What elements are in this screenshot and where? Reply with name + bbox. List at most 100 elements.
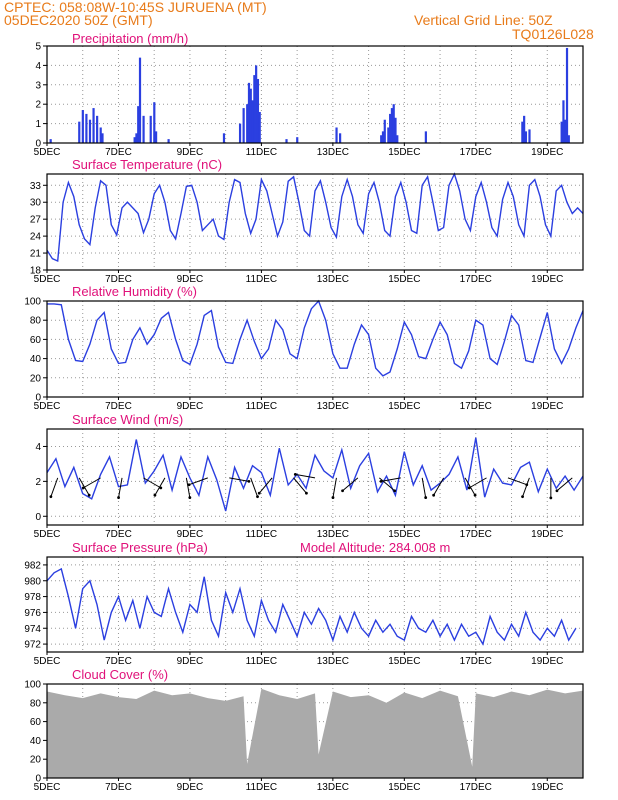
- x-tick-label: 5DEC: [34, 782, 61, 793]
- wind-arrow: [229, 477, 250, 482]
- precip-bar: [285, 139, 288, 143]
- wind-arrow-head: [467, 486, 471, 490]
- x-tick-label: 19DEC: [531, 656, 563, 667]
- precip-bar: [253, 75, 256, 143]
- wind-arrow-head: [549, 496, 553, 500]
- x-tick-label: 15DEC: [388, 656, 420, 667]
- precip-bar: [564, 119, 567, 143]
- wind-arrow-head: [341, 489, 344, 493]
- x-tick-label: 19DEC: [531, 782, 563, 793]
- x-tick-label: 5DEC: [34, 274, 61, 285]
- y-tick-label: 3: [35, 80, 41, 91]
- x-tick-label: 9DEC: [177, 782, 204, 793]
- precip-bar: [255, 65, 258, 143]
- precip-bar: [256, 78, 260, 143]
- x-tick-label: 13DEC: [317, 529, 349, 540]
- wind-arrow: [332, 477, 337, 498]
- precip-bar: [153, 102, 156, 143]
- wind-arrow-head: [153, 493, 157, 497]
- panel-title: Surface Wind (m/s): [72, 412, 183, 427]
- wind-arrow-head: [432, 493, 436, 497]
- wind-arrow-head: [256, 495, 259, 499]
- precip-bar: [565, 47, 569, 143]
- x-tick-label: 15DEC: [388, 401, 420, 412]
- panel-title: Surface Temperature (nC): [72, 157, 222, 172]
- wind-arrow: [118, 477, 123, 498]
- precip-bar: [396, 135, 399, 143]
- x-tick-label: 9DEC: [177, 656, 204, 667]
- y-tick-label: 2: [35, 477, 41, 488]
- wind-arrow-head: [331, 496, 335, 499]
- y-tick-label: 20: [30, 373, 42, 384]
- precip-bar: [138, 57, 142, 143]
- wind-arrow: [185, 477, 191, 498]
- panel-3: Surface Wind (m/s) 0 2 4 5DEC 7DEC 9DEC 11DEC 13…: [34, 412, 584, 540]
- wind-arrow: [295, 473, 316, 479]
- wind-arrow: [50, 477, 59, 497]
- wind-arrow-head: [521, 495, 524, 499]
- y-tick-label: 974: [24, 624, 41, 635]
- precip-bar: [390, 108, 394, 143]
- y-tick-label: 972: [24, 640, 41, 651]
- x-tick-label: 7DEC: [105, 656, 132, 667]
- panels: Precipitation (mm/h) 0 1 2 3 4 5 5DEC 7DEC 9DEC 11…: [24, 31, 584, 793]
- panel-frame: [46, 683, 584, 779]
- wind-arrow-head: [293, 472, 297, 476]
- precip-bar: [135, 133, 138, 143]
- y-tick-label: 2: [35, 100, 41, 111]
- y-tick-label: 20: [30, 755, 42, 766]
- wind-arrow: [556, 477, 573, 492]
- y-tick-label: 24: [30, 232, 42, 243]
- series-line: [46, 437, 584, 512]
- y-tick-label: 60: [30, 335, 42, 346]
- x-tick-label: 15DEC: [388, 782, 420, 793]
- panel-frame: [46, 300, 584, 398]
- precip-bar: [258, 111, 261, 143]
- precip-bar: [562, 100, 565, 143]
- x-tick-label: 13DEC: [317, 147, 349, 158]
- precip-bar: [387, 127, 390, 143]
- wind-arrow: [293, 477, 307, 494]
- precip-bar: [247, 82, 251, 143]
- precip-bar: [296, 137, 299, 143]
- x-tick-label: 11DEC: [246, 656, 278, 667]
- wind-arrow: [421, 477, 427, 498]
- panel-title: Cloud Cover (%): [72, 667, 168, 682]
- wind-arrow-head: [473, 493, 477, 497]
- wind-arrow-head: [117, 496, 120, 499]
- wind-arrow: [507, 477, 527, 486]
- x-tick-label: 11DEC: [246, 529, 278, 540]
- precip-bar: [394, 117, 397, 143]
- y-tick-label: 5: [35, 42, 41, 53]
- precip-bar: [238, 123, 242, 143]
- precip-bar: [149, 115, 152, 143]
- x-tick-label: 9DEC: [177, 529, 204, 540]
- panel-frame: [46, 428, 584, 526]
- wind-arrow: [250, 477, 258, 497]
- wind-arrow-head: [379, 479, 383, 483]
- x-tick-label: 17DEC: [460, 656, 492, 667]
- wind-arrow: [258, 477, 273, 494]
- precip-bar: [154, 131, 158, 143]
- y-tick-label: 4: [35, 61, 41, 72]
- precip-bar: [381, 131, 385, 143]
- precip-bar: [339, 133, 342, 143]
- x-tick-label: 19DEC: [531, 401, 563, 412]
- x-tick-label: 19DEC: [531, 274, 563, 285]
- y-tick-label: 1: [35, 119, 41, 130]
- precip-bar: [92, 108, 95, 143]
- precip-bar: [424, 131, 427, 143]
- wind-arrow-head: [305, 491, 308, 495]
- x-tick-label: 7DEC: [105, 401, 132, 412]
- precip-bar: [246, 104, 249, 143]
- wind-arrow-head: [49, 495, 53, 499]
- header-grid-note: Vertical Grid Line: 50Z: [414, 12, 553, 28]
- x-tick-label: 13DEC: [317, 656, 349, 667]
- panel-annotation: Model Altitude: 284.008 m: [300, 540, 450, 555]
- x-tick-label: 7DEC: [105, 147, 132, 158]
- panel-title: Surface Pressure (hPa): [72, 540, 208, 555]
- y-tick-label: 978: [24, 592, 41, 603]
- y-tick-label: 80: [30, 698, 42, 709]
- panel-0: Precipitation (mm/h) 0 1 2 3 4 5 5DEC 7DEC 9DEC 11…: [34, 31, 584, 158]
